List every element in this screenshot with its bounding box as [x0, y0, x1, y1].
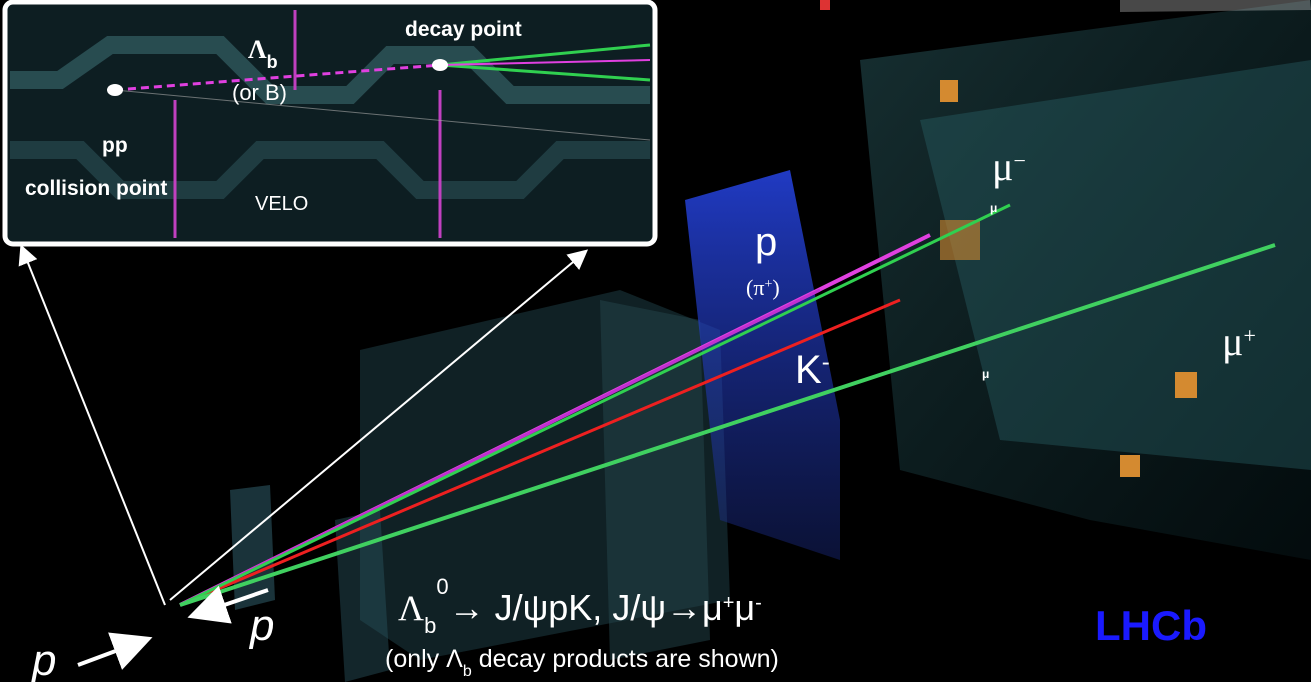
superscript: -	[755, 592, 762, 614]
inset: decay point Λb (or B) pp collision point…	[5, 2, 655, 244]
logo: LHCb	[1095, 602, 1207, 649]
decay-label: decay point	[405, 18, 522, 41]
symbol: Λ	[398, 588, 424, 628]
text: (π	[746, 275, 764, 300]
proton-label: p	[755, 220, 777, 264]
superscript: +	[764, 277, 772, 292]
subscript: b	[424, 613, 436, 638]
superscript: 0	[436, 574, 448, 599]
muon-hit-label: μ	[990, 201, 997, 215]
muon-hit-label: μ	[982, 367, 989, 381]
symbol: Λ	[248, 35, 267, 64]
superscript: -	[822, 349, 830, 376]
collision-label: collision point	[25, 177, 167, 200]
text: (only Λ	[385, 645, 463, 673]
superscript: +	[1243, 323, 1255, 348]
beam-label: p	[248, 601, 274, 650]
event-display: decay point Λb (or B) pp collision point…	[0, 0, 1311, 682]
decay-point	[432, 59, 448, 71]
text: μ	[992, 144, 1013, 189]
text: μ	[734, 587, 755, 628]
superscript: −	[1013, 148, 1025, 173]
text: )	[772, 275, 779, 300]
text: decay products are shown)	[472, 645, 779, 673]
alt-label: (or B)	[232, 80, 287, 105]
subscript: b	[267, 52, 278, 72]
inset-frame	[5, 2, 655, 244]
text: μ	[1222, 319, 1243, 364]
collision-point	[107, 84, 123, 96]
text: K	[795, 348, 822, 392]
subscript: b	[463, 663, 472, 680]
superscript: +	[723, 592, 735, 614]
text: → J/ψpK, J/ψ→μ	[449, 587, 723, 628]
detector-label: VELO	[255, 193, 308, 215]
beam-label: p	[30, 636, 56, 682]
pp-label: pp	[102, 134, 128, 157]
pion-label: (π+)	[746, 275, 780, 300]
